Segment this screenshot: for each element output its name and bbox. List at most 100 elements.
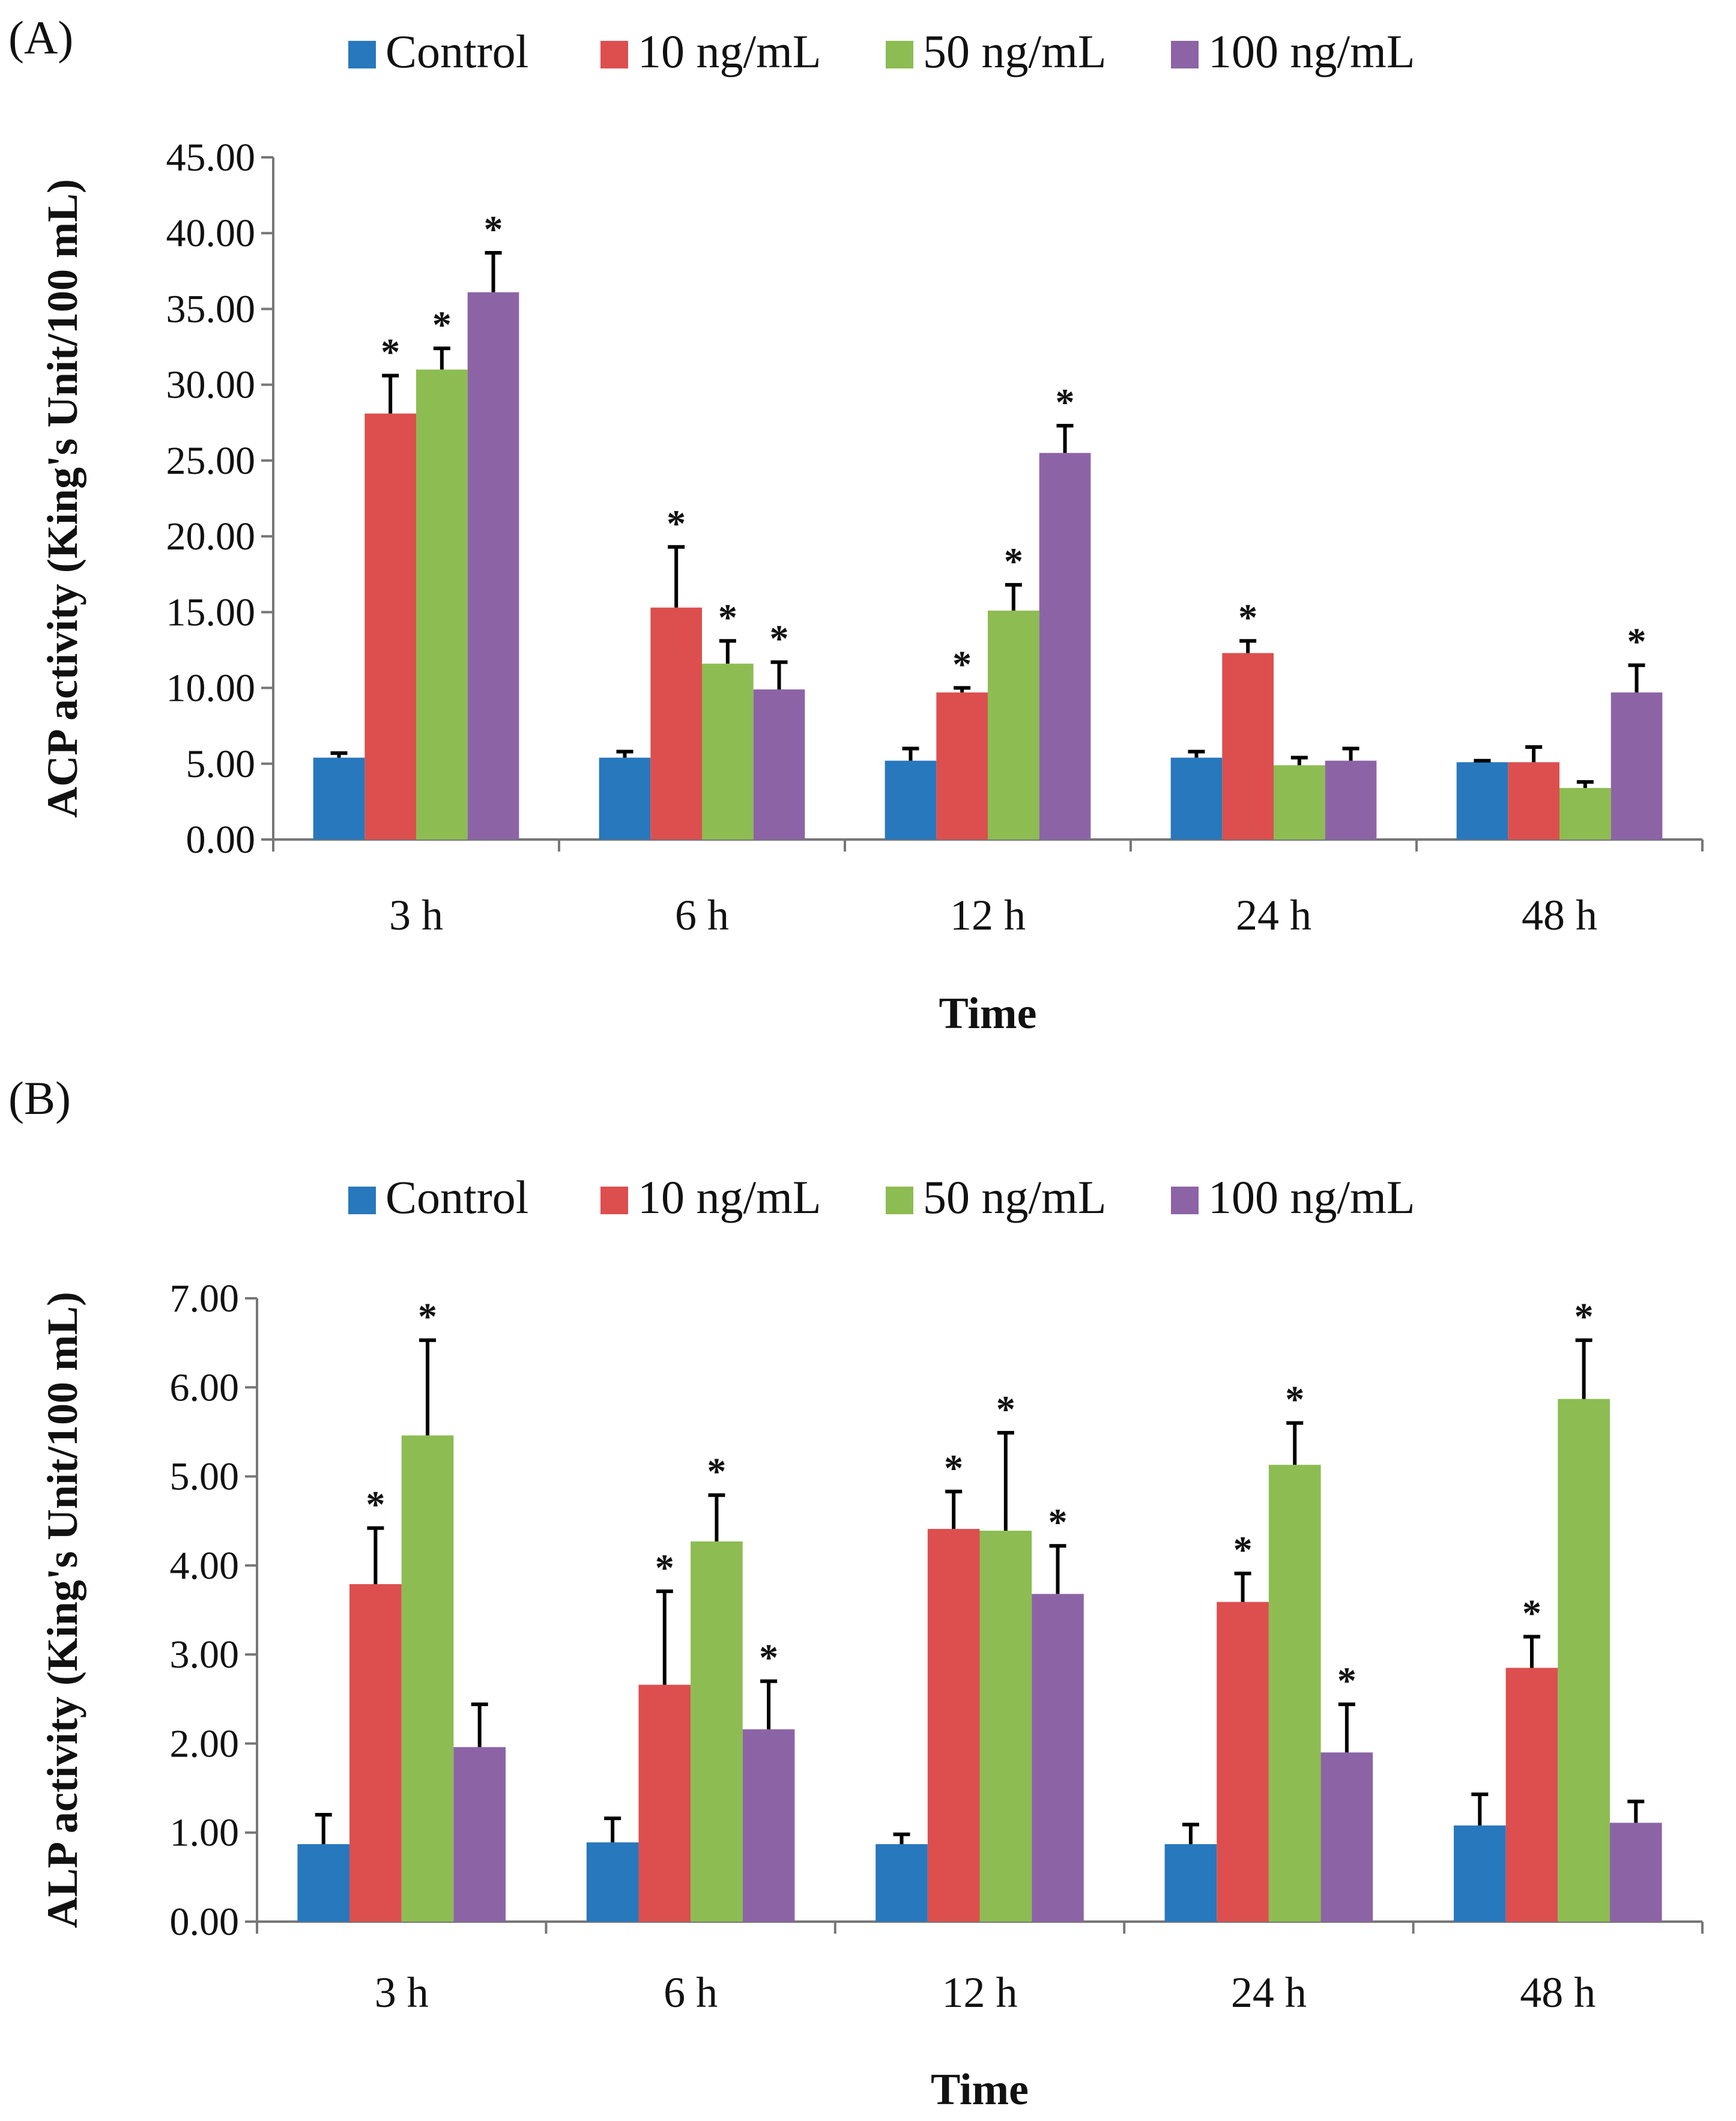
bar-3-3 [1320, 1752, 1373, 1922]
bar-3-2 [1039, 453, 1091, 840]
y-tick-label-3: 3.00 [170, 1633, 240, 1677]
legend-swatch-0 [348, 1187, 376, 1214]
x-tick-label-4: 48 h [1520, 1968, 1595, 2017]
bar-0-2 [885, 760, 937, 840]
legend-label-3: 100 ng/mL [1208, 25, 1415, 77]
y-tick-label-0: 0.00 [186, 818, 256, 862]
bar-2-0 [416, 369, 468, 840]
significance-marker-1-4: * [1522, 1591, 1541, 1634]
y-tick-label-5: 25.00 [166, 439, 256, 483]
legend: Control 10 ng/mL 50 ng/mL 100 ng/mL [348, 1171, 1415, 1223]
legend-label-0: Control [386, 1171, 528, 1223]
bar-1-4 [1505, 1668, 1558, 1922]
y-tick-label-5: 5.00 [170, 1455, 240, 1499]
bar-1-0 [349, 1584, 402, 1922]
bar-2-4 [1559, 788, 1611, 840]
bar-3-3 [1325, 760, 1377, 840]
significance-marker-3-1: * [759, 1636, 778, 1679]
panel-label-a: (A) [8, 11, 74, 64]
legend-swatch-3 [1171, 41, 1199, 68]
panel-label-b: (B) [8, 1072, 71, 1124]
legend-swatch-3 [1171, 1187, 1199, 1214]
y-tick-label-6: 30.00 [166, 363, 256, 407]
significance-marker-2-0: * [418, 1295, 437, 1338]
legend-label-1: 10 ng/mL [638, 1171, 821, 1223]
x-tick-label-0: 3 h [389, 891, 443, 939]
alp-chart-svg: Control 10 ng/mL 50 ng/mL 100 ng/mL 0.00 1.00… [38, 1171, 1704, 2114]
bar-3-4 [1609, 1823, 1662, 1922]
legend-label-0: Control [386, 25, 528, 77]
bar-3-2 [1032, 1594, 1084, 1922]
significance-marker-3-2: * [1048, 1501, 1067, 1543]
x-tick-label-3: 24 h [1236, 891, 1311, 939]
significance-marker-2-3: * [1285, 1378, 1304, 1421]
significance-marker-3-0: * [484, 208, 503, 250]
legend-swatch-1 [600, 41, 628, 68]
legend-swatch-0 [348, 41, 376, 68]
significance-marker-2-1: * [718, 596, 737, 638]
alp-chart-panel: (B) Control 10 ng/mL 50 ng/mL 100 ng/mL 0.00… [0, 1060, 1736, 2121]
x-tick-label-4: 48 h [1522, 891, 1597, 939]
bar-0-0 [297, 1844, 350, 1922]
y-tick-label-1: 5.00 [186, 742, 256, 786]
y-tick-label-7: 35.00 [166, 287, 256, 331]
acp-chart-svg: Control 10 ng/mL 50 ng/mL 100 ng/mL 0.00 5.00… [38, 25, 1704, 1038]
bar-2-2 [988, 610, 1039, 840]
bar-1-0 [364, 413, 416, 840]
significance-marker-3-1: * [770, 617, 789, 660]
legend-label-1: 10 ng/mL [638, 25, 821, 77]
significance-marker-1-2: * [944, 1447, 963, 1489]
legend-label-3: 100 ng/mL [1208, 1171, 1415, 1223]
significance-marker-2-2: * [1004, 540, 1023, 582]
x-tick-label-1: 6 h [664, 1968, 718, 2017]
legend: Control 10 ng/mL 50 ng/mL 100 ng/mL [348, 25, 1415, 77]
significance-marker-3-3: * [1337, 1659, 1356, 1702]
bar-1-2 [927, 1529, 980, 1922]
bar-3-0 [453, 1747, 506, 1922]
bar-0-4 [1456, 762, 1508, 840]
y-tick-label-8: 40.00 [166, 211, 256, 255]
significance-marker-3-2: * [1056, 381, 1075, 423]
bar-1-4 [1508, 762, 1559, 840]
significance-marker-2-0: * [432, 303, 452, 346]
bar-1-2 [936, 692, 988, 840]
significance-marker-1-3: * [1238, 596, 1257, 638]
significance-marker-2-1: * [707, 1450, 726, 1493]
y-tick-label-0: 0.00 [170, 1900, 240, 1944]
x-tick-label-0: 3 h [375, 1968, 429, 2017]
bar-2-4 [1558, 1399, 1610, 1922]
legend-swatch-2 [886, 41, 913, 68]
bar-0-1 [586, 1842, 639, 1922]
legend-label-2: 50 ng/mL [923, 1171, 1107, 1223]
y-tick-label-3: 15.00 [166, 590, 256, 634]
x-axis-title: Time [931, 2065, 1029, 2114]
y-tick-label-6: 6.00 [170, 1366, 240, 1409]
significance-marker-1-0: * [366, 1483, 385, 1526]
bar-1-1 [650, 607, 702, 840]
legend-swatch-2 [886, 1187, 913, 1214]
y-tick-label-7: 7.00 [170, 1277, 240, 1321]
y-tick-label-4: 4.00 [170, 1544, 240, 1588]
significance-marker-3-4: * [1627, 620, 1647, 663]
significance-marker-1-2: * [952, 643, 972, 686]
bar-1-1 [638, 1684, 691, 1922]
x-tick-label-3: 24 h [1231, 1968, 1307, 2017]
legend-label-2: 50 ng/mL [923, 25, 1107, 77]
bar-3-1 [742, 1729, 795, 1922]
acp-chart-panel: (A) Control 10 ng/mL 50 ng/mL 100 ng/mL 0.00… [0, 0, 1736, 1060]
bar-3-1 [753, 689, 805, 840]
significance-marker-1-1: * [655, 1546, 674, 1589]
x-tick-label-2: 12 h [942, 1968, 1018, 2017]
bar-0-4 [1453, 1825, 1506, 1922]
bar-2-3 [1268, 1465, 1321, 1922]
bar-1-3 [1217, 1602, 1269, 1922]
y-tick-label-2: 10.00 [166, 667, 256, 710]
bar-0-0 [313, 757, 365, 840]
y-axis-title: ALP activity (King's Unit/100 mL) [38, 1292, 86, 1928]
y-tick-label-1: 1.00 [170, 1811, 240, 1855]
bar-2-1 [702, 664, 754, 840]
bar-2-1 [691, 1541, 743, 1922]
bar-0-1 [599, 757, 651, 840]
y-tick-label-4: 20.00 [166, 515, 256, 558]
bar-0-3 [1170, 757, 1223, 840]
